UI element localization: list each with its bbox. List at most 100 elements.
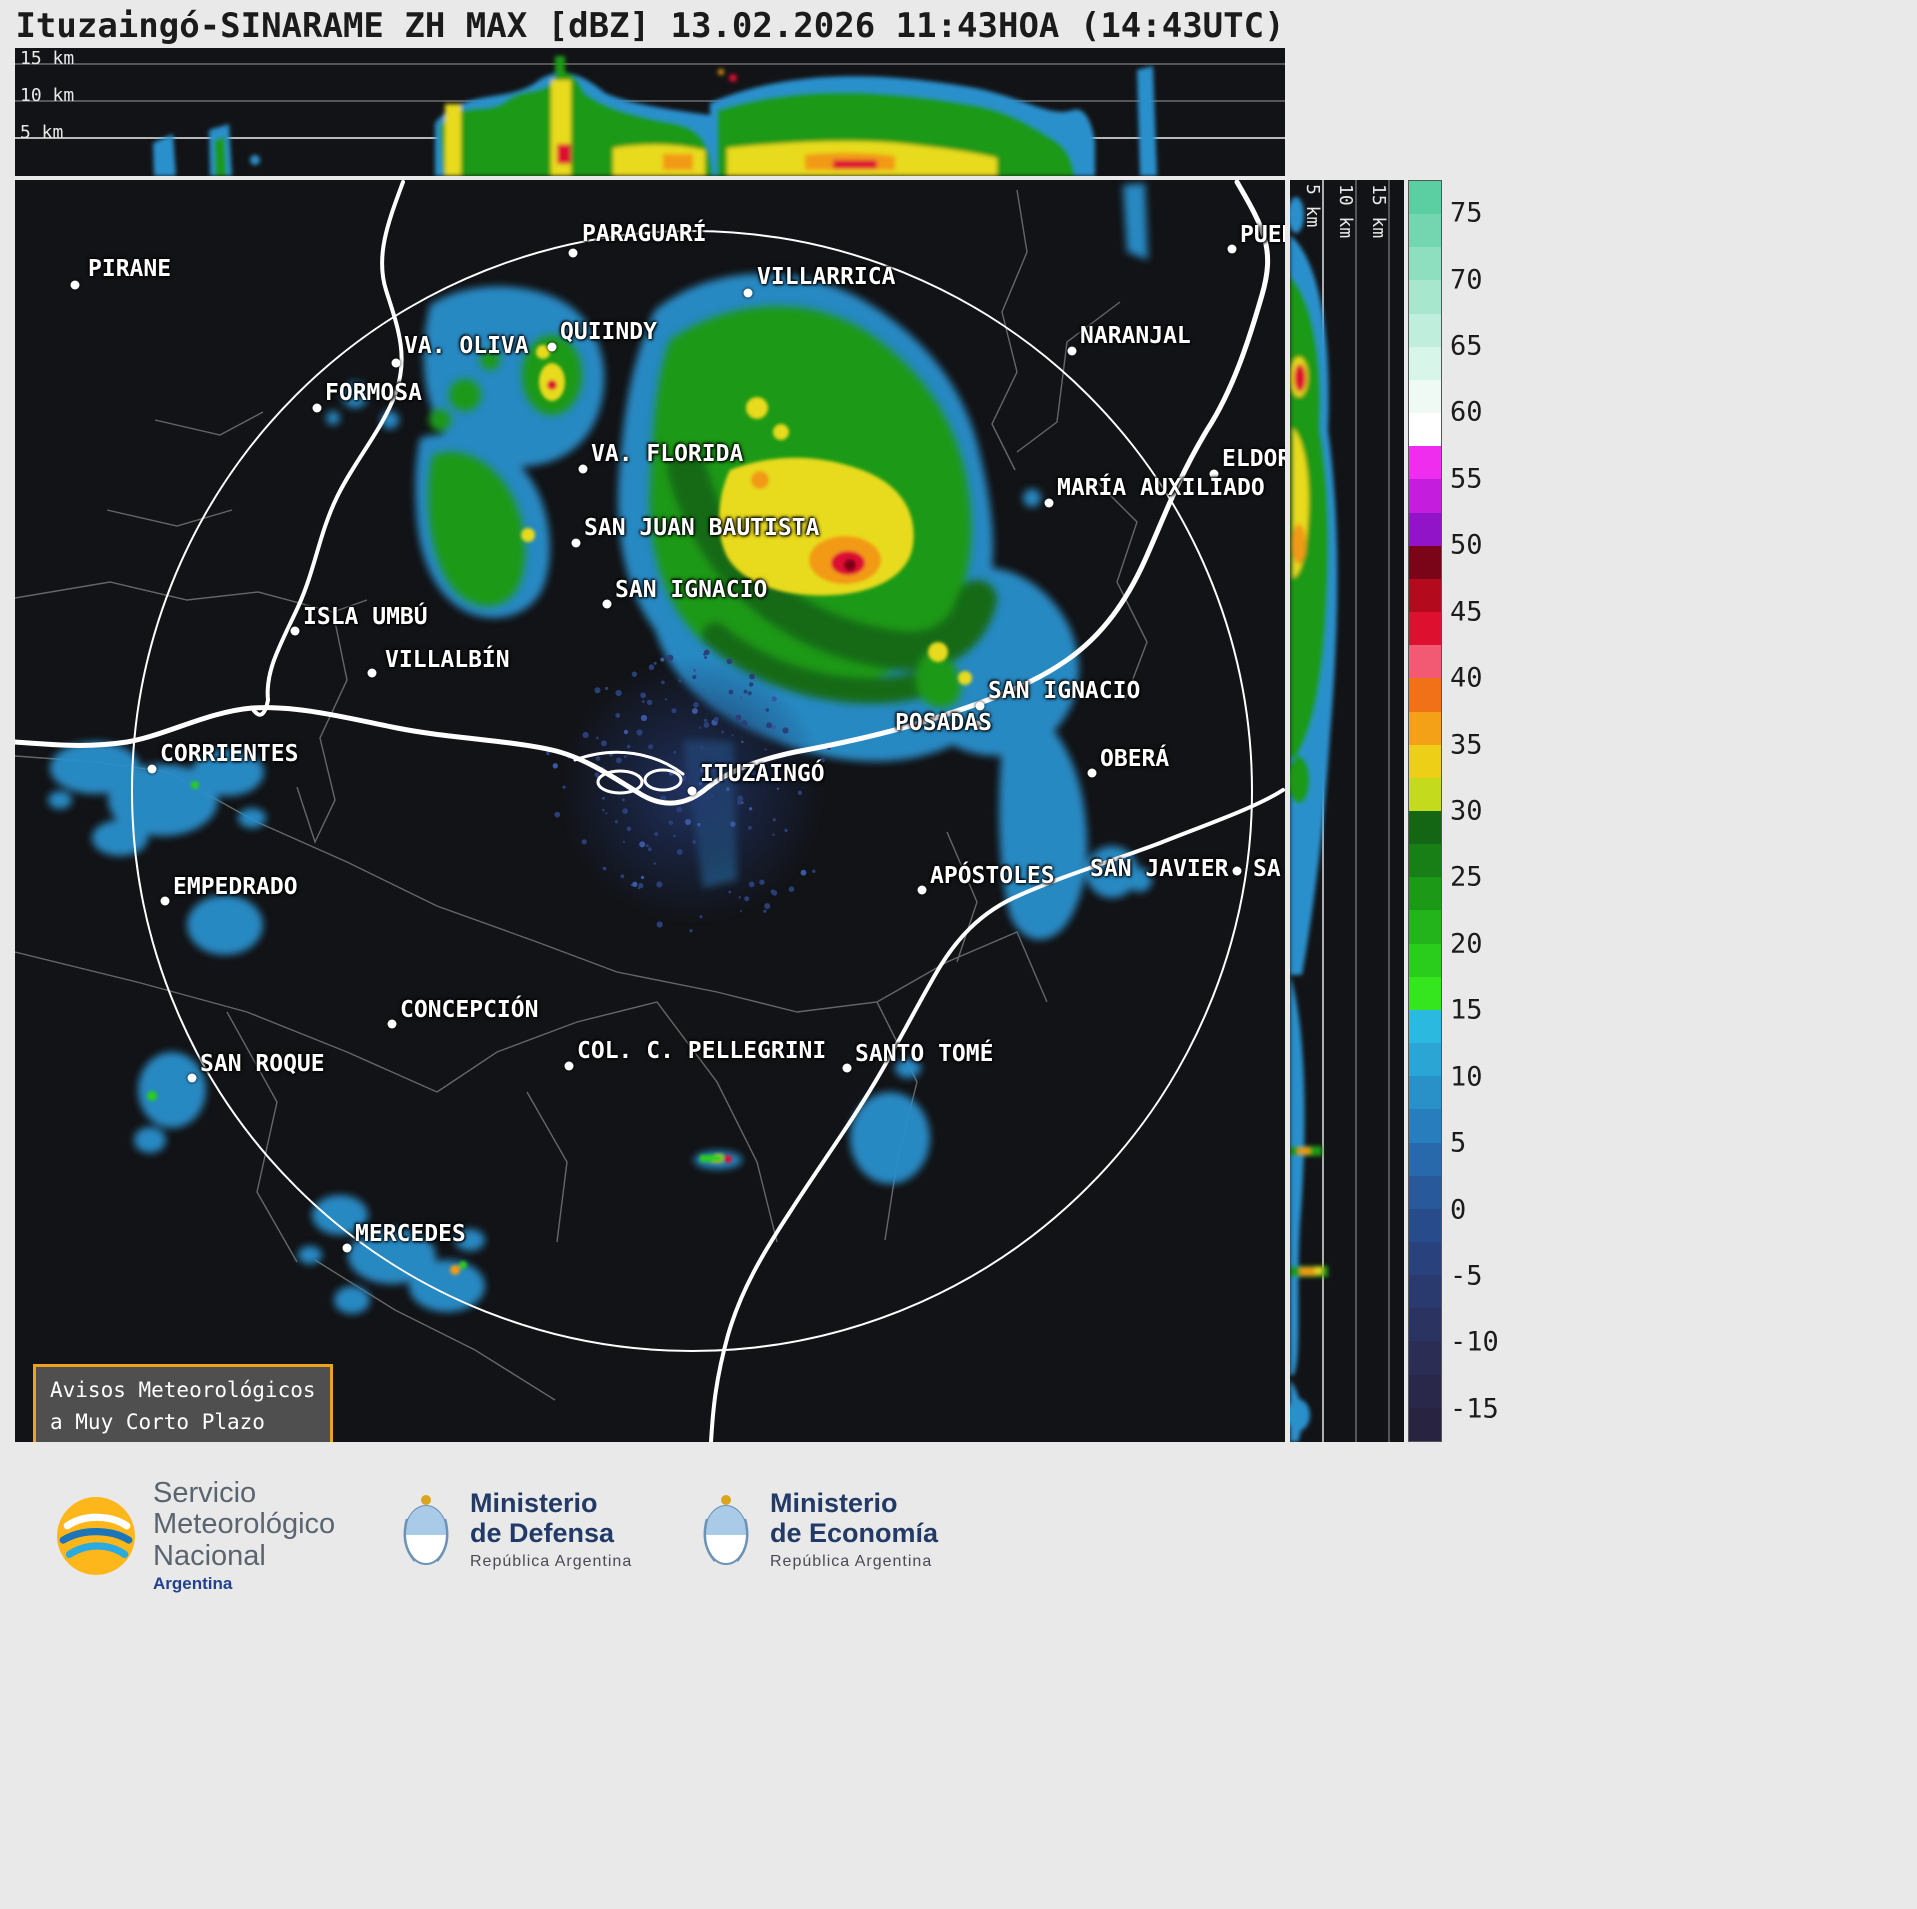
smn-line3: Nacional xyxy=(153,1539,266,1572)
colorbar-segment xyxy=(1409,1043,1441,1077)
right-axis-label-15km: 15 km xyxy=(1368,184,1389,239)
page-title: Ituzaingó-SINARAME ZH MAX [dBZ] 13.02.20… xyxy=(15,6,1285,46)
city-dot xyxy=(70,280,80,290)
top-cross-section-plot xyxy=(15,56,1285,176)
city-dot xyxy=(1087,768,1097,778)
colorbar-tick-labels: 75 70 65 60 55 50 45 40 35 30 25 20 15 10 5 0 -5 -10 -15 xyxy=(1450,180,1540,1442)
city-dot xyxy=(578,464,588,474)
colorbar-segment xyxy=(1409,1109,1441,1143)
smn-line1: Servicio xyxy=(153,1477,257,1509)
city-label: VA. FLORIDA xyxy=(591,441,744,467)
city-dot xyxy=(602,599,612,609)
colorbar-segment xyxy=(1409,678,1441,712)
right-cross-section-plot xyxy=(1290,180,1390,1442)
colorbar-segment xyxy=(1409,1275,1441,1309)
colorbar-tick: -10 xyxy=(1450,1326,1499,1358)
economia-line3: República Argentina xyxy=(770,1553,933,1571)
smn-logo-block: Servicio Meteorológico Nacional Argentin… xyxy=(55,1477,336,1593)
colorbar-tick: 60 xyxy=(1450,396,1483,428)
colorbar-segment xyxy=(1409,578,1441,613)
colorbar-segment xyxy=(1409,379,1441,414)
colorbar-segment xyxy=(1409,877,1441,911)
city-dot xyxy=(975,701,985,711)
city-dot xyxy=(1232,866,1242,876)
warning-line1: Avisos Meteorológicos xyxy=(50,1378,316,1402)
right-axis-label-10km: 10 km xyxy=(1335,184,1356,239)
rivers xyxy=(15,180,1285,1442)
city-label: QUIINDY xyxy=(560,319,657,345)
colorbar-segment xyxy=(1409,711,1441,745)
city-dot xyxy=(160,896,170,906)
city-label: PUER xyxy=(1240,222,1285,248)
colorbar-tick: 50 xyxy=(1450,529,1483,561)
colorbar-segment xyxy=(1409,545,1441,579)
colorbar-segment xyxy=(1409,910,1441,944)
colorbar-segment xyxy=(1409,181,1441,215)
city-dot xyxy=(743,288,753,298)
city-label: SAN ROQUE xyxy=(200,1051,325,1077)
colorbar-segment xyxy=(1409,976,1441,1010)
colorbar-segment xyxy=(1409,446,1441,480)
colorbar-tick: 20 xyxy=(1450,928,1483,960)
colorbar-tick: 55 xyxy=(1450,463,1483,495)
colorbar-tick: 0 xyxy=(1450,1194,1467,1226)
city-label: ITUZAINGÓ xyxy=(700,761,825,787)
city-label: OBERÁ xyxy=(1100,746,1170,772)
colorbar-tick: 30 xyxy=(1450,795,1483,827)
radar-map-plot xyxy=(15,180,1285,1442)
range-ring xyxy=(131,230,1253,1352)
colorbar-segment xyxy=(1409,612,1441,646)
colorbar-segment xyxy=(1409,810,1441,845)
city-label: FORMOSA xyxy=(325,380,422,406)
city-dot xyxy=(342,1243,352,1253)
colorbar-segment xyxy=(1409,777,1441,811)
economia-line2: de Economía xyxy=(770,1518,939,1549)
colorbar-segment xyxy=(1409,214,1441,248)
smn-line2: Meteorológico xyxy=(153,1508,336,1541)
city-dot xyxy=(568,248,578,258)
city-dot xyxy=(547,342,557,352)
top-axis-label-10km: 10 km xyxy=(20,85,75,106)
colorbar-segment xyxy=(1409,280,1441,314)
colorbar-segment xyxy=(1409,1175,1441,1209)
colorbar-segment xyxy=(1409,1374,1441,1408)
colorbar-segment xyxy=(1409,247,1441,281)
clutter-speckle xyxy=(546,649,831,933)
city-dot xyxy=(367,668,377,678)
city-dot xyxy=(687,786,697,796)
colorbar-tick: 10 xyxy=(1450,1061,1483,1093)
city-label: COL. C. PELLEGRINI xyxy=(577,1038,827,1064)
colorbar-tick: 45 xyxy=(1450,596,1483,628)
city-label: MERCEDES xyxy=(355,1221,466,1247)
colorbar-tick: 5 xyxy=(1450,1127,1467,1159)
city-label: VILLARRICA xyxy=(757,264,896,290)
city-label: SANTO TOMÉ xyxy=(855,1041,994,1067)
coat-of-arms-icon xyxy=(403,1494,449,1565)
colorbar-segment xyxy=(1409,1076,1441,1110)
colorbar-segment xyxy=(1409,1009,1441,1044)
right-profile-echoes xyxy=(1290,197,1338,1442)
city-label: PIRANE xyxy=(88,256,172,282)
city-label: VA. OLIVA xyxy=(404,333,529,359)
colorbar-segment xyxy=(1409,512,1441,546)
city-dot xyxy=(1044,498,1054,508)
colorbar-segment xyxy=(1409,313,1441,347)
colorbar-tick: 65 xyxy=(1450,330,1483,362)
coat-of-arms-icon xyxy=(703,1494,749,1565)
city-dot xyxy=(1067,346,1077,356)
city-dot xyxy=(312,403,322,413)
colorbar-segment xyxy=(1409,645,1441,679)
city-label: APÓSTOLES xyxy=(930,863,1055,889)
city-label: SAN JUAN BAUTISTA xyxy=(584,515,820,541)
colorbar-tick: 15 xyxy=(1450,994,1483,1026)
colorbar-tick: 35 xyxy=(1450,729,1483,761)
echo-layer-strong xyxy=(147,345,972,1275)
city-label: SAN JAVIER xyxy=(1090,856,1229,882)
top-axis-label-15km: 15 km xyxy=(20,48,75,69)
city-dot xyxy=(564,1061,574,1071)
right-axis-label-5km: 5 km xyxy=(1302,184,1323,228)
colorbar-segment xyxy=(1409,1142,1441,1176)
city-label: POSADAS xyxy=(895,710,992,736)
colorbar-segment xyxy=(1409,479,1441,513)
reflectivity-colorbar xyxy=(1408,180,1442,1442)
